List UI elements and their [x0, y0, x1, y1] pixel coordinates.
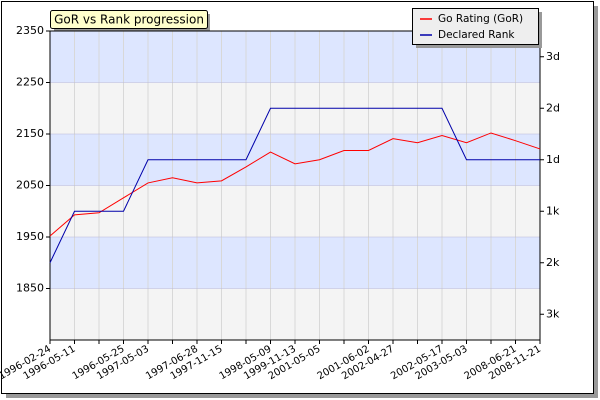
- plot-area: [49, 30, 541, 340]
- title-box: [50, 10, 208, 29]
- legend-label: Go Rating (GoR): [438, 13, 523, 25]
- y2-tick-label: 3d: [546, 50, 560, 63]
- legend-label: Declared Rank: [438, 29, 515, 41]
- y-tick-label: 2150: [16, 127, 44, 140]
- legend-box: [412, 8, 539, 45]
- y2-tick-label: 2d: [546, 101, 560, 114]
- y2-tick-label: 2k: [546, 256, 560, 269]
- series-line: [49, 132, 541, 237]
- y-tick-label: 2050: [16, 179, 44, 192]
- y-tick-label: 2250: [16, 76, 44, 89]
- y-tick-label: 2350: [16, 24, 44, 37]
- y-tick-label: 1850: [16, 282, 44, 295]
- series-line: [49, 107, 540, 263]
- y-tick-label: 1950: [16, 230, 44, 243]
- y2-tick-label: 3k: [546, 307, 560, 320]
- y2-tick-label: 1d: [546, 153, 560, 166]
- chart-title: GoR vs Rank progression: [54, 13, 204, 27]
- y2-tick-label: 1k: [546, 204, 560, 217]
